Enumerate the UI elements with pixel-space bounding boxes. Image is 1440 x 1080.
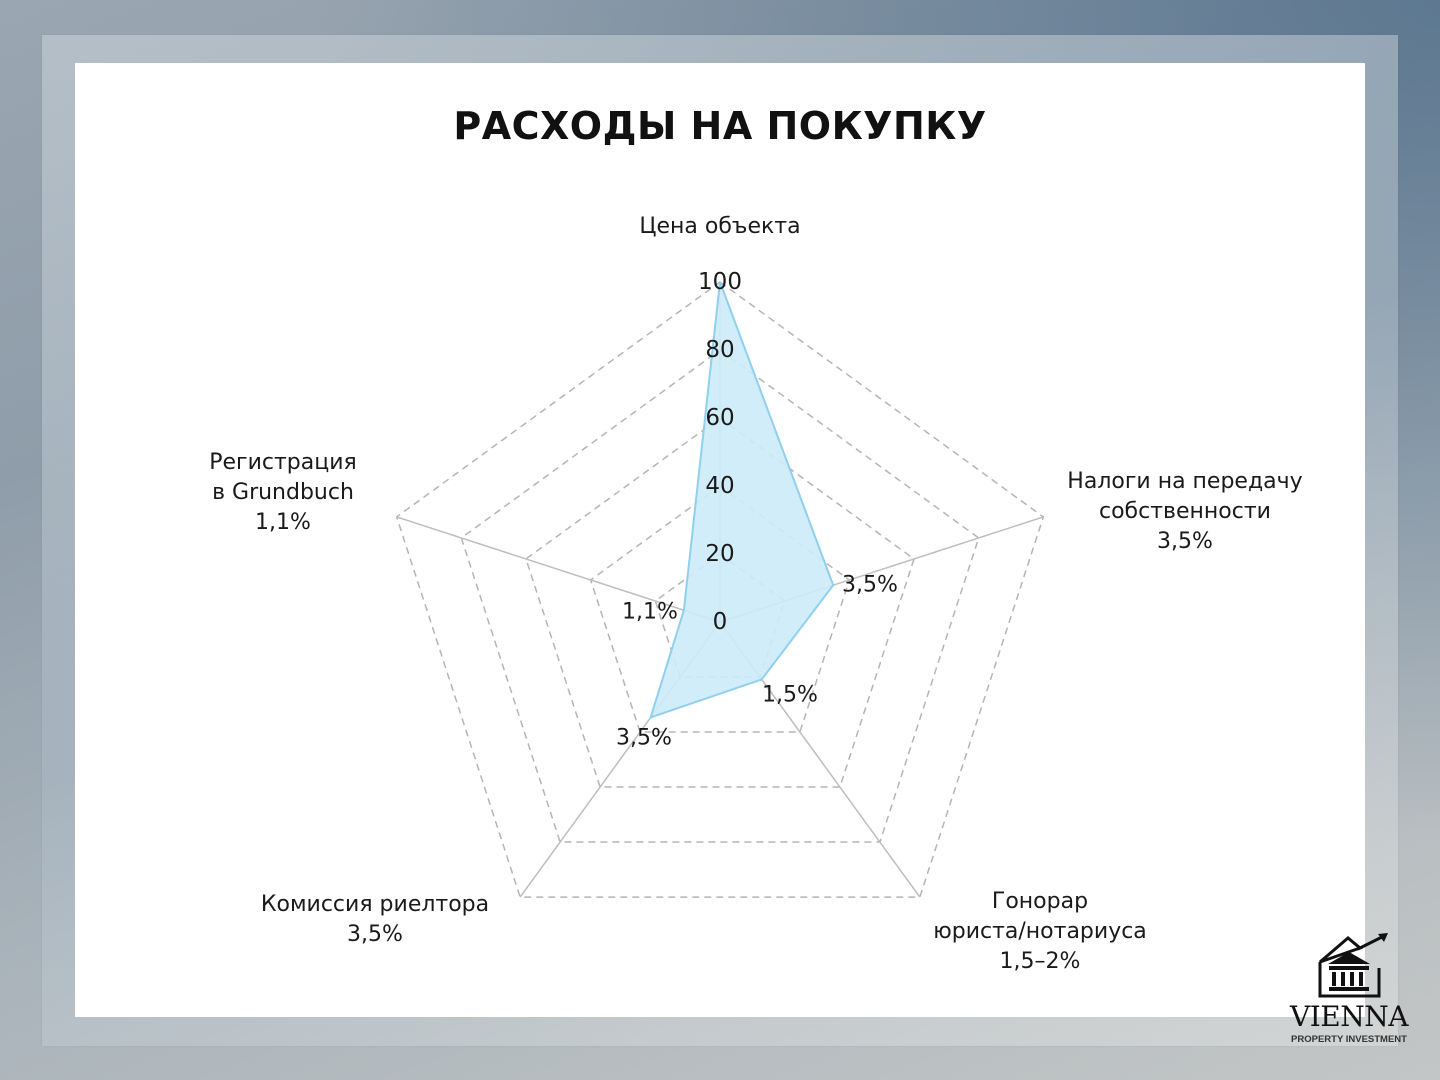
axis-label-line: в Grundbuch xyxy=(212,480,354,505)
axis-label-line: 3,5% xyxy=(347,922,403,947)
axis-label-price: Цена объекта xyxy=(600,212,840,242)
radial-tick-0: 0 xyxy=(712,609,728,635)
axis-label-notary-fee: Гонорар юриста/нотариуса 1,5–2% xyxy=(915,887,1165,977)
data-label-realtor-commission: 3,5% xyxy=(616,725,672,751)
data-label-notary-fee: 1,5% xyxy=(762,682,818,708)
radial-tick-40: 40 xyxy=(705,473,735,499)
chart-title: РАСХОДЫ НА ПОКУПКУ xyxy=(453,104,987,148)
axis-label-line: юриста/нотариуса xyxy=(933,919,1147,944)
data-polygon xyxy=(649,281,835,720)
vienna-logo: VIENNA PROPERTY INVESTMENT xyxy=(1284,930,1414,1048)
axis-label-line: Налоги на передачу xyxy=(1067,469,1303,494)
building-arrow-icon xyxy=(1318,933,1388,998)
radial-tick-100: 100 xyxy=(698,269,742,295)
radial-tick-20: 20 xyxy=(705,541,735,567)
axis-label-realtor-commission: Комиссия риелтора 3,5% xyxy=(235,890,515,950)
radial-tick-80: 80 xyxy=(705,337,735,363)
axis-label-line: Цена объекта xyxy=(639,214,801,239)
axis-label-line: собственности xyxy=(1099,499,1271,524)
data-label-grundbuch: 1,1% xyxy=(622,599,678,625)
logo-wordmark: VIENNA xyxy=(1290,1000,1408,1033)
axis-label-grundbuch-registration: Регистрация в Grundbuch 1,1% xyxy=(183,448,383,538)
logo-subtitle: PROPERTY INVESTMENT xyxy=(1291,1034,1407,1045)
axis-label-line: 3,5% xyxy=(1157,529,1213,554)
axis-label-line: Гонорар xyxy=(991,889,1089,914)
axis-label-line: Комиссия риелтора xyxy=(260,892,490,917)
axis-label-line: 1,5–2% xyxy=(999,949,1081,974)
radial-tick-60: 60 xyxy=(705,405,735,431)
axis-label-transfer-tax: Налоги на передачу собственности 3,5% xyxy=(1045,467,1325,557)
data-label-transfer-tax: 3,5% xyxy=(842,572,898,598)
axis-label-line: 1,1% xyxy=(255,510,311,535)
axis-label-line: Регистрация xyxy=(209,450,357,475)
